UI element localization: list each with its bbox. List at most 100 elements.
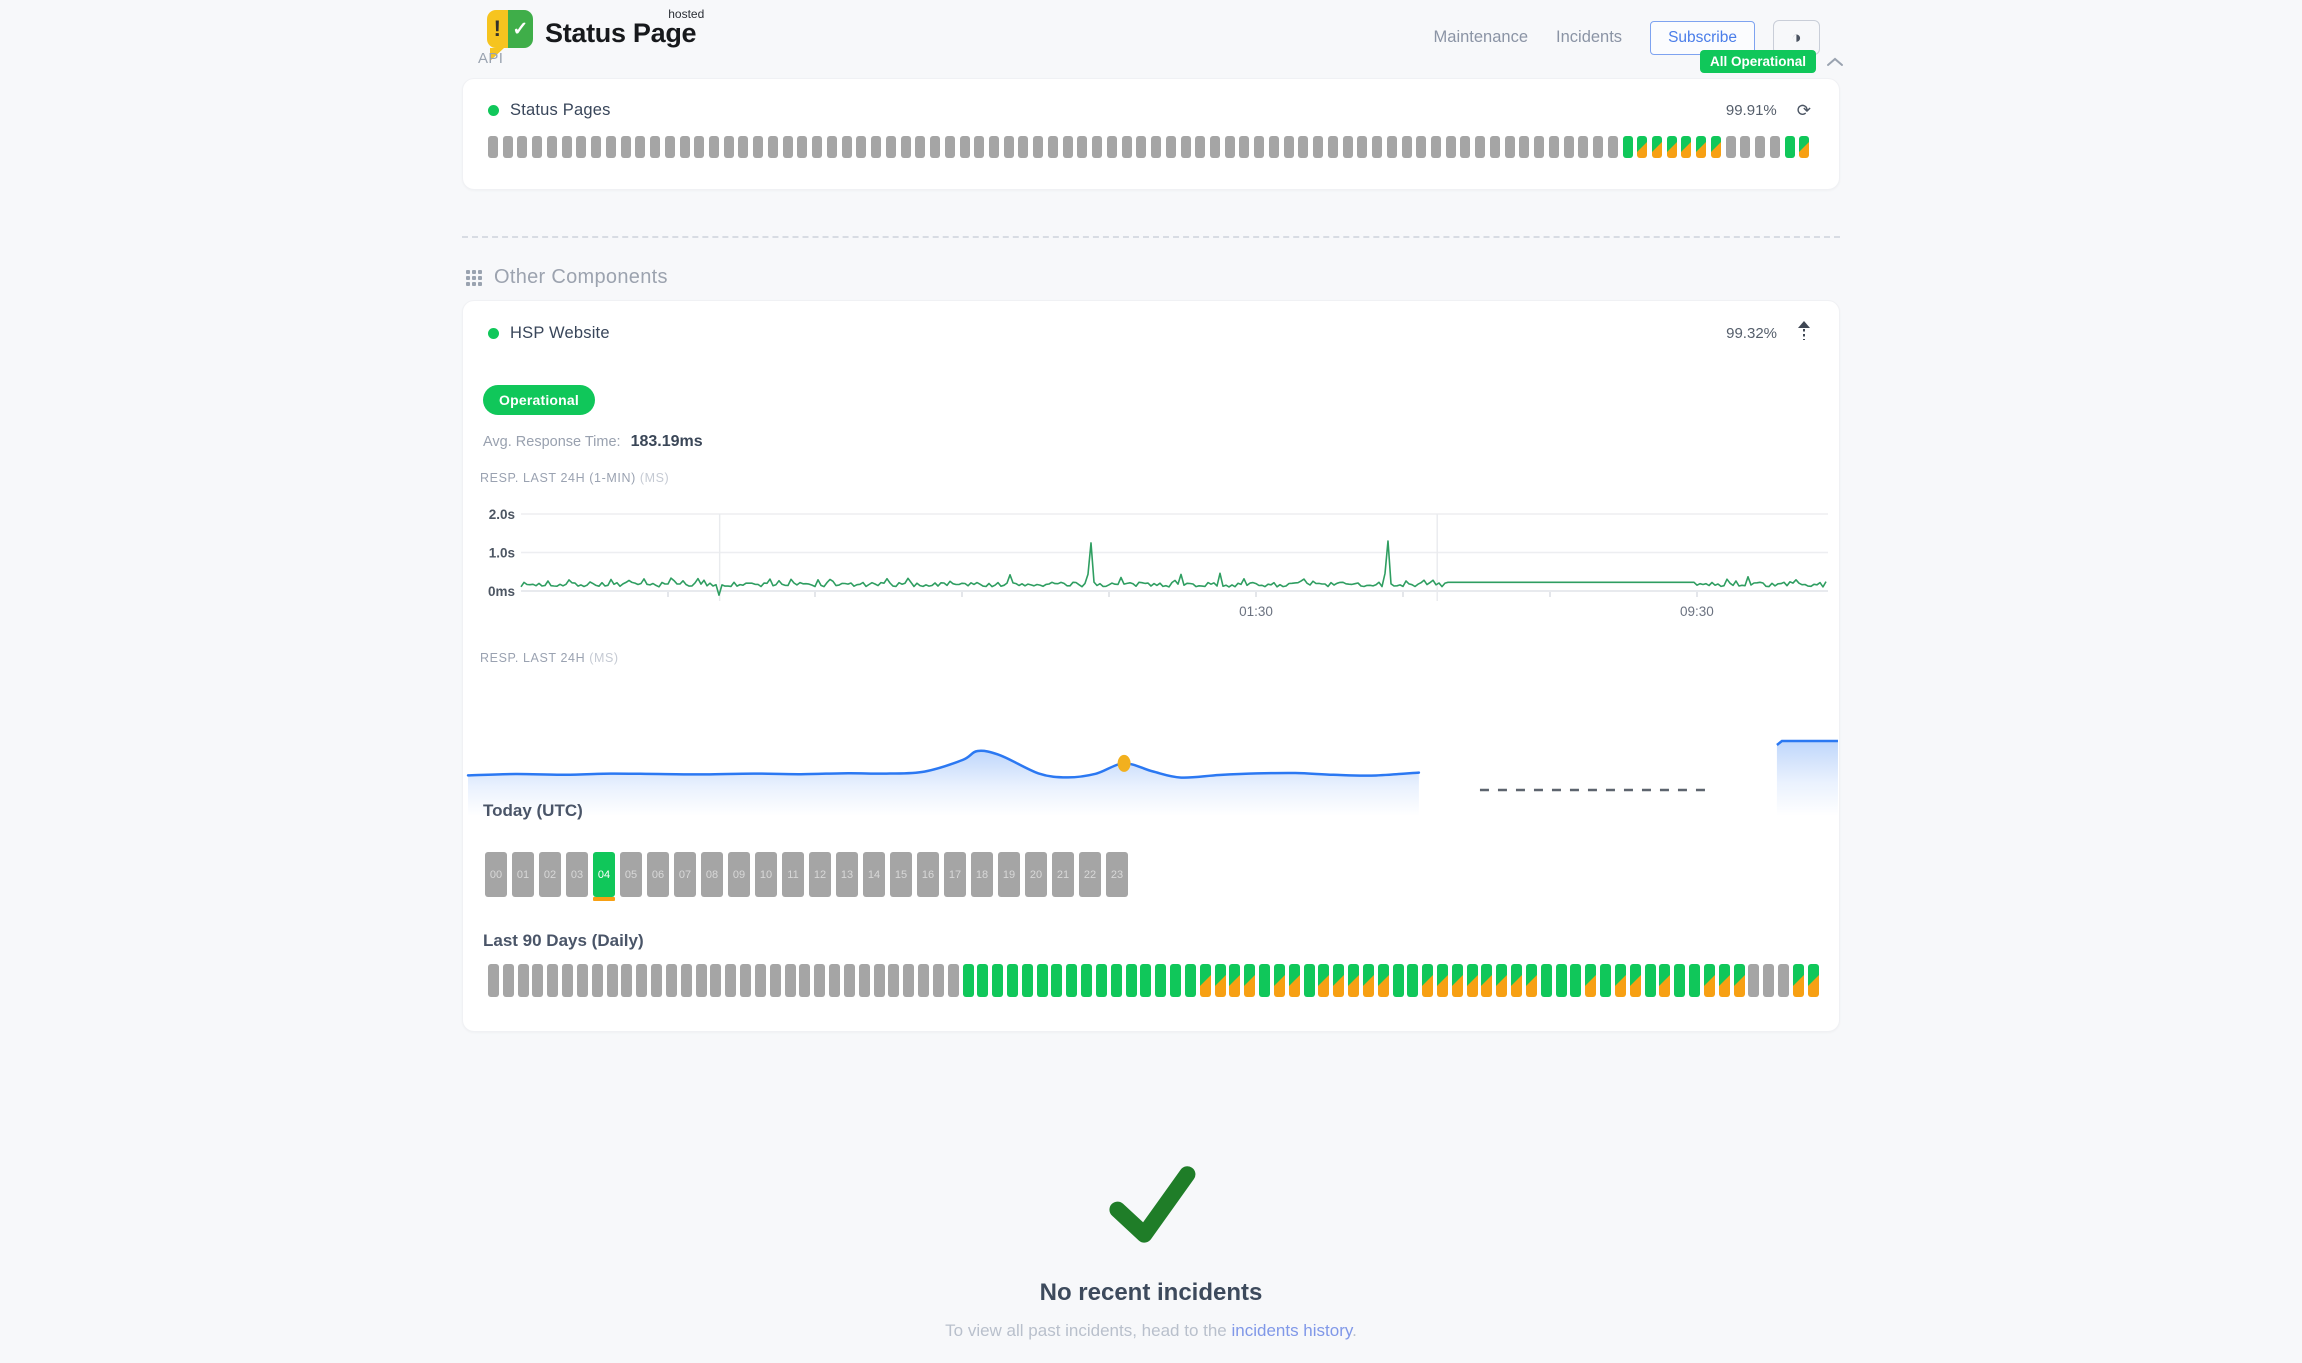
uptime-bar[interactable]: [1180, 136, 1191, 158]
uptime-bar[interactable]: [1511, 964, 1523, 997]
uptime-bar[interactable]: [858, 964, 870, 997]
uptime-bar[interactable]: [1318, 964, 1330, 997]
hour-box-15[interactable]: 15: [890, 852, 912, 897]
nav-maintenance-link[interactable]: Maintenance: [1433, 28, 1529, 46]
uptime-bar[interactable]: [1155, 964, 1167, 997]
uptime-bar[interactable]: [1342, 136, 1353, 158]
uptime-bar[interactable]: [1333, 964, 1345, 997]
hour-box-20[interactable]: 20: [1025, 852, 1047, 897]
uptime-bar[interactable]: [1431, 136, 1441, 158]
uptime-bar[interactable]: [502, 136, 513, 158]
uptime-bar[interactable]: [1659, 964, 1671, 997]
uptime-bar[interactable]: [1763, 964, 1775, 997]
uptime-bar[interactable]: [799, 964, 811, 997]
hour-box-23[interactable]: 23: [1106, 852, 1128, 897]
uptime-bar[interactable]: [1184, 964, 1196, 997]
uptime-bar[interactable]: [871, 136, 882, 158]
uptime-bar[interactable]: [1110, 964, 1122, 997]
uptime-bar[interactable]: [1229, 964, 1241, 997]
uptime-bar[interactable]: [576, 136, 587, 158]
uptime-bar[interactable]: [694, 136, 705, 158]
hour-box-11[interactable]: 11: [782, 852, 804, 897]
uptime-bar[interactable]: [1136, 136, 1147, 158]
uptime-bar[interactable]: [1239, 136, 1250, 158]
uptime-bar[interactable]: [1445, 136, 1456, 158]
uptime-bar[interactable]: [1755, 136, 1766, 158]
uptime-bar[interactable]: [1224, 136, 1235, 158]
uptime-bar[interactable]: [959, 136, 970, 158]
uptime-bar[interactable]: [1607, 136, 1618, 158]
uptime-bar[interactable]: [1377, 964, 1389, 997]
uptime-bar[interactable]: [1125, 964, 1137, 997]
uptime-bar[interactable]: [944, 136, 955, 158]
uptime-bar[interactable]: [1696, 136, 1707, 158]
uptime-bar[interactable]: [843, 964, 855, 997]
uptime-bar[interactable]: [1151, 136, 1162, 158]
uptime-bar[interactable]: [1585, 964, 1597, 997]
hour-box-17[interactable]: 17: [944, 852, 966, 897]
hour-box-02[interactable]: 02: [539, 852, 561, 897]
incidents-history-link[interactable]: incidents history: [1231, 1321, 1353, 1340]
hour-box-21[interactable]: 21: [1052, 852, 1074, 897]
uptime-bar[interactable]: [532, 964, 544, 997]
hour-box-08[interactable]: 08: [701, 852, 723, 897]
hour-box-00[interactable]: 00: [485, 852, 507, 897]
uptime-bar[interactable]: [1784, 136, 1795, 158]
uptime-bar[interactable]: [1401, 136, 1412, 158]
uptime-bar[interactable]: [679, 136, 690, 158]
uptime-bar[interactable]: [1674, 964, 1686, 997]
hour-box-22[interactable]: 22: [1079, 852, 1101, 897]
uptime-bar[interactable]: [814, 964, 826, 997]
uptime-bar[interactable]: [1748, 964, 1760, 997]
uptime-bar[interactable]: [1140, 964, 1152, 997]
uptime-bar[interactable]: [754, 964, 766, 997]
hour-box-03[interactable]: 03: [566, 852, 588, 897]
hour-box-14[interactable]: 14: [863, 852, 885, 897]
subscribe-button[interactable]: Subscribe: [1650, 20, 1755, 55]
uptime-bar[interactable]: [488, 136, 498, 158]
uptime-bar[interactable]: [1021, 964, 1033, 997]
uptime-bar[interactable]: [1288, 964, 1300, 997]
uptime-bar[interactable]: [1165, 136, 1176, 158]
uptime-bar[interactable]: [1273, 964, 1285, 997]
uptime-bar[interactable]: [1489, 136, 1500, 158]
uptime-bar[interactable]: [767, 136, 778, 158]
hour-box-16[interactable]: 16: [917, 852, 939, 897]
uptime-bar[interactable]: [680, 964, 692, 997]
uptime-bar[interactable]: [1259, 964, 1271, 997]
uptime-bar[interactable]: [1792, 964, 1804, 997]
uptime-bar[interactable]: [988, 136, 999, 158]
uptime-bar[interactable]: [1637, 136, 1648, 158]
uptime-bar[interactable]: [723, 136, 734, 158]
uptime-bar[interactable]: [1718, 964, 1730, 997]
uptime-bar[interactable]: [1386, 136, 1397, 158]
hour-box-19[interactable]: 19: [998, 852, 1020, 897]
hour-box-12[interactable]: 12: [809, 852, 831, 897]
uptime-bar[interactable]: [576, 964, 588, 997]
hour-box-04[interactable]: 04: [593, 852, 615, 901]
uptime-bar[interactable]: [782, 136, 793, 158]
hour-box-06[interactable]: 06: [647, 852, 669, 897]
uptime-bar[interactable]: [621, 964, 633, 997]
uptime-bar[interactable]: [1681, 136, 1692, 158]
uptime-bar[interactable]: [1313, 136, 1324, 158]
uptime-bar[interactable]: [1504, 136, 1515, 158]
uptime-bar[interactable]: [547, 964, 559, 997]
hour-box-13[interactable]: 13: [836, 852, 858, 897]
uptime-bar[interactable]: [918, 964, 930, 997]
uptime-bar[interactable]: [1081, 964, 1093, 997]
uptime-bar[interactable]: [605, 136, 616, 158]
uptime-bar[interactable]: [738, 136, 749, 158]
uptime-bar[interactable]: [488, 964, 499, 997]
uptime-bar[interactable]: [812, 136, 823, 158]
uptime-bar[interactable]: [1209, 136, 1220, 158]
uptime-bar[interactable]: [1466, 964, 1478, 997]
uptime-bar[interactable]: [930, 136, 941, 158]
uptime-bar[interactable]: [1298, 136, 1309, 158]
refresh-icon[interactable]: ⟳: [1796, 101, 1811, 120]
uptime-bar[interactable]: [915, 136, 926, 158]
uptime-bar[interactable]: [725, 964, 737, 997]
uptime-bar[interactable]: [1033, 136, 1044, 158]
uptime-bar[interactable]: [1578, 136, 1589, 158]
uptime-bar[interactable]: [1460, 136, 1471, 158]
